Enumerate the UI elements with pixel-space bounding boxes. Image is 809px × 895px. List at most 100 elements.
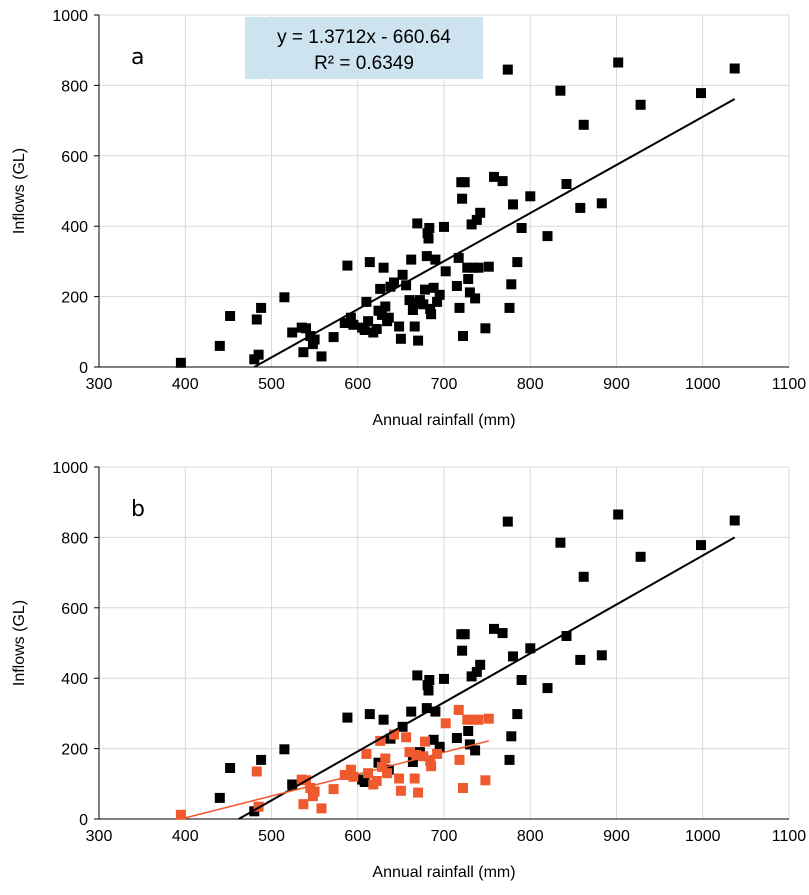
data-point [339,318,350,328]
data-point [383,312,394,323]
data-point [578,119,589,130]
data-point [363,768,374,779]
data-point [463,726,474,736]
data-point [635,99,646,110]
data-point [279,744,290,755]
data-point [364,709,375,720]
data-point [397,269,408,280]
x-tick-label: 300 [86,376,113,393]
data-point [389,729,399,740]
data-point [613,509,624,520]
data-point [423,685,434,696]
x-tick-label: 800 [517,828,544,845]
data-point [409,773,420,784]
data-point [489,623,499,634]
data-point [462,262,473,273]
data-point [561,631,572,641]
data-point [466,219,477,230]
data-point [214,340,225,351]
data-point [506,731,517,742]
data-point [406,706,417,717]
data-point [471,666,482,677]
trend-line [180,740,489,820]
data-point [421,251,432,262]
axes-b [94,466,789,820]
data-point [420,736,430,747]
data-point [394,321,405,332]
data-point [339,770,350,780]
data-point [464,739,475,750]
data-point [407,305,418,315]
data-point [345,764,356,775]
data-point [413,787,424,798]
y-tick-label: 1000 [52,460,88,477]
data-point [251,314,262,325]
data-point [309,786,320,797]
x-tick-label: 1100 [772,828,807,845]
data-point [424,675,435,685]
data-point [504,302,515,313]
data-point [432,296,443,307]
data-point [516,675,527,685]
x-tick-label: 800 [517,376,544,393]
data-point [459,629,470,640]
data-point [394,773,405,784]
data-point [502,516,513,527]
data-point [401,732,412,743]
data-point [489,171,499,182]
panel-label-a: a [131,45,144,70]
data-point [412,218,423,229]
data-point [483,713,494,724]
x-tick-label: 500 [258,376,285,393]
data-point [512,257,523,268]
data-point [596,650,607,661]
data-point [301,323,311,334]
data-point [440,718,451,729]
x-tick-label: 500 [258,828,285,845]
data-point [428,282,439,293]
data-point [497,176,508,187]
data-point [361,748,372,759]
data-point [575,654,586,665]
data-point [473,262,484,273]
data-point [512,709,523,720]
chart-panel-b: 300 400 500 600 700 800 900 1000 1100 0 200 400 600 8… [11,460,806,881]
x-tick-label: 1100 [772,376,807,393]
data-point [404,295,415,306]
data-point [251,766,262,777]
data-point [453,704,464,715]
data-point [424,223,435,233]
x-axis-title-a: Annual rainfall (mm) [372,412,515,429]
data-point [371,776,382,786]
data-point [434,741,445,752]
data-point [729,515,740,526]
data-point [504,754,515,765]
data-point [596,198,607,209]
data-point [458,783,468,793]
y-tick-label: 1000 [52,8,88,25]
x-tick-label: 600 [344,376,371,393]
data-point [253,349,264,360]
data-point [542,231,553,242]
data-point [471,214,482,225]
data-point [342,712,353,723]
data-point [371,324,382,334]
axes-a [94,14,789,368]
r-squared-label: R² = 0.6349 [314,53,414,74]
data-point [451,281,462,291]
x-tick-label: 400 [172,828,199,845]
data-point [425,303,436,314]
data-point [413,335,424,346]
data-point [214,792,225,803]
chart-panel-a: 300 400 500 600 700 800 900 1000 1100 0 200 400 600 8… [11,8,806,429]
data-point [348,319,359,330]
data-point [516,223,527,233]
data-point [389,277,399,288]
data-point [175,809,186,820]
data-point [555,537,566,548]
data-point [418,751,429,762]
x-tick-label: 1000 [685,828,721,845]
data-point [451,733,462,743]
data-point [378,262,389,273]
